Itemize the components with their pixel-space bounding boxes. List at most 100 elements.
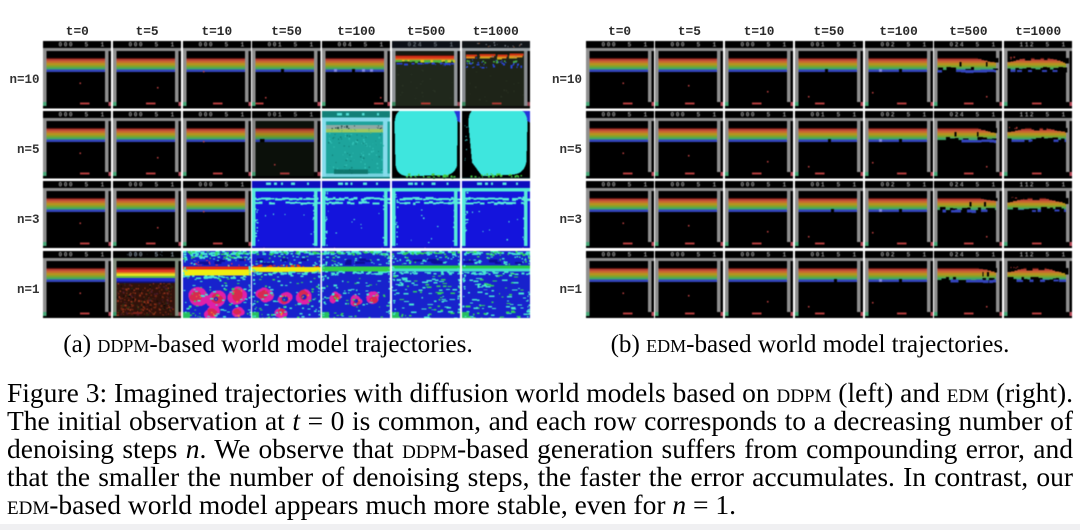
svg-text:000: 000 [59, 181, 75, 188]
svg-text:000: 000 [741, 251, 757, 258]
svg-text:5: 5 [1045, 111, 1049, 118]
svg-text:5: 5 [836, 251, 840, 258]
svg-text:1: 1 [1061, 251, 1065, 258]
svg-text:5: 5 [154, 181, 158, 188]
svg-text:5: 5 [766, 181, 770, 188]
svg-text:024: 024 [950, 111, 966, 118]
svg-text:112: 112 [1020, 41, 1036, 48]
svg-text:5: 5 [836, 41, 840, 48]
svg-text:000: 000 [601, 251, 617, 258]
svg-text:001: 001 [810, 111, 826, 118]
svg-text:1: 1 [101, 41, 105, 48]
svg-text:001: 001 [810, 251, 826, 258]
svg-text:5: 5 [1045, 41, 1049, 48]
svg-text:1: 1 [101, 111, 105, 118]
svg-text:000: 000 [671, 181, 687, 188]
svg-text:1: 1 [170, 181, 174, 188]
svg-text:5: 5 [1045, 181, 1049, 188]
svg-text:5: 5 [697, 251, 701, 258]
svg-text:1: 1 [713, 251, 717, 258]
svg-text:1: 1 [992, 251, 996, 258]
svg-text:5: 5 [224, 111, 228, 118]
svg-text:1: 1 [852, 41, 856, 48]
svg-text:1: 1 [170, 41, 174, 48]
svg-text:1: 1 [922, 181, 926, 188]
svg-text:5: 5 [697, 41, 701, 48]
svg-text:000: 000 [59, 111, 75, 118]
svg-text:5: 5 [976, 41, 980, 48]
svg-text:1: 1 [782, 181, 786, 188]
svg-text:1: 1 [1061, 111, 1065, 118]
svg-text:1: 1 [101, 181, 105, 188]
svg-text:1: 1 [643, 111, 647, 118]
svg-text:000: 000 [59, 41, 75, 48]
svg-text:5: 5 [224, 41, 228, 48]
svg-text:5: 5 [976, 251, 980, 258]
svg-text:1: 1 [449, 41, 453, 48]
svg-text:1: 1 [922, 111, 926, 118]
svg-text:5: 5 [697, 181, 701, 188]
svg-text:002: 002 [880, 111, 896, 118]
svg-text:1: 1 [643, 251, 647, 258]
svg-text:5: 5 [906, 111, 910, 118]
svg-text:002: 002 [880, 41, 896, 48]
svg-text:000: 000 [741, 111, 757, 118]
svg-text:5: 5 [627, 251, 631, 258]
svg-text:1: 1 [101, 251, 105, 258]
svg-text:5: 5 [627, 41, 631, 48]
svg-text:000: 000 [129, 111, 145, 118]
svg-text:000: 000 [198, 41, 214, 48]
svg-text:5: 5 [976, 111, 980, 118]
svg-text:024: 024 [950, 41, 966, 48]
svg-text:000: 000 [741, 181, 757, 188]
svg-text:5: 5 [294, 111, 298, 118]
svg-text:000: 000 [601, 41, 617, 48]
svg-text:024: 024 [407, 41, 423, 48]
svg-text:5: 5 [627, 111, 631, 118]
svg-text:001: 001 [810, 181, 826, 188]
svg-text:5: 5 [766, 111, 770, 118]
svg-text:112: 112 [1020, 111, 1036, 118]
svg-text:5: 5 [154, 41, 158, 48]
svg-text:1: 1 [992, 111, 996, 118]
svg-text:5: 5 [1045, 251, 1049, 258]
svg-text:5: 5 [433, 41, 437, 48]
svg-text:5: 5 [224, 181, 228, 188]
svg-text:5: 5 [836, 181, 840, 188]
svg-text:024: 024 [950, 181, 966, 188]
svg-text:1: 1 [713, 111, 717, 118]
svg-text:1: 1 [852, 111, 856, 118]
svg-text:1: 1 [310, 41, 314, 48]
svg-text:001: 001 [810, 41, 826, 48]
svg-text:002: 002 [880, 251, 896, 258]
svg-text:1: 1 [713, 181, 717, 188]
svg-text:000: 000 [671, 41, 687, 48]
svg-text:1: 1 [240, 41, 244, 48]
svg-text:5: 5 [85, 111, 89, 118]
svg-text:000: 000 [671, 251, 687, 258]
svg-text:5: 5 [906, 181, 910, 188]
svg-text:004: 004 [338, 41, 354, 48]
svg-text:5: 5 [85, 181, 89, 188]
svg-text:5: 5 [294, 41, 298, 48]
svg-text:000: 000 [198, 181, 214, 188]
svg-text:001: 001 [268, 111, 284, 118]
svg-text:1: 1 [170, 251, 174, 258]
svg-text:5: 5 [154, 111, 158, 118]
svg-text:001: 001 [268, 41, 284, 48]
svg-text:1: 1 [713, 41, 717, 48]
svg-text:1: 1 [922, 251, 926, 258]
svg-text:000: 000 [129, 251, 145, 258]
svg-text:000: 000 [601, 181, 617, 188]
svg-text:1: 1 [310, 111, 314, 118]
svg-text:1: 1 [782, 251, 786, 258]
svg-text:5: 5 [976, 181, 980, 188]
svg-text:5: 5 [906, 251, 910, 258]
svg-text:5: 5 [154, 251, 158, 258]
svg-text:1: 1 [643, 181, 647, 188]
svg-text:5: 5 [697, 111, 701, 118]
svg-text:1: 1 [380, 41, 384, 48]
svg-text:1: 1 [782, 41, 786, 48]
svg-text:000: 000 [129, 181, 145, 188]
svg-text:112: 112 [1020, 181, 1036, 188]
